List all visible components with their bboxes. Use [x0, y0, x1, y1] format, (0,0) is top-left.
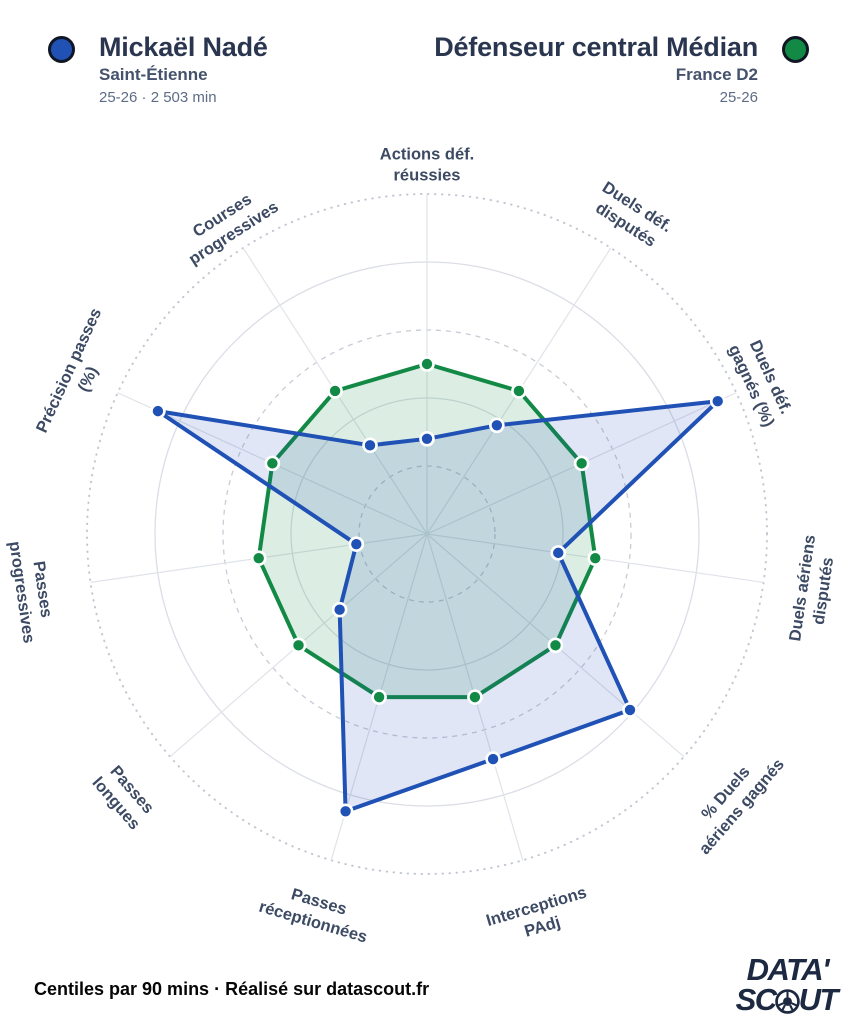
axis-label: % Duelsaériens gagnés — [680, 742, 788, 858]
axis-label: Duels aériensdisputés — [786, 534, 840, 646]
series-area — [157, 401, 718, 812]
data-point — [290, 637, 307, 654]
axis-label: Coursesprogressives — [174, 180, 282, 268]
data-point — [331, 601, 348, 618]
logo-line2: SC UT — [735, 981, 839, 1017]
axis-label: Actions déf. réussies — [380, 146, 474, 185]
data-point — [264, 455, 281, 472]
axis-label: Passesprogressives — [5, 537, 58, 644]
data-point — [362, 437, 378, 454]
datascout-logo: DATA' SC UT — [735, 952, 839, 1017]
soccer-ball-icon — [774, 988, 800, 1014]
data-point — [419, 430, 435, 447]
player-season-minutes: 25-26 · 2 503 min — [99, 89, 217, 107]
data-point — [573, 455, 590, 472]
reference-name: Défenseur central Médian — [434, 32, 758, 62]
data-point — [371, 689, 387, 705]
grid-ring-100 — [86, 193, 768, 875]
player-team: Saint-Étienne — [99, 65, 208, 85]
logo-line1: DATA' — [746, 952, 830, 988]
data-point — [467, 689, 483, 705]
player-block: Mickaël Nadé Saint-Étienne 25-26 · 2 503… — [48, 33, 268, 106]
reference-season: 25-26 — [719, 89, 758, 107]
data-point — [547, 637, 564, 654]
player-legend-dot — [48, 36, 75, 63]
axis-label: Duels déf.gagnés (%) — [725, 333, 797, 429]
axis-label: Précision passes(%) — [33, 305, 124, 444]
data-point — [489, 417, 505, 434]
data-point — [419, 356, 435, 372]
data-point — [337, 803, 354, 820]
axis-label: InterceptionsPAdj — [484, 884, 594, 951]
data-point — [587, 550, 604, 566]
reference-league: France D2 — [675, 65, 758, 85]
data-point — [550, 545, 567, 561]
reference-block: Défenseur central Médian France D2 25-26 — [434, 33, 809, 106]
data-point — [709, 393, 726, 410]
data-point — [511, 383, 527, 399]
series-outline — [256, 362, 598, 700]
axis-label: Passeslongues — [88, 760, 159, 833]
data-point — [250, 550, 267, 566]
header: Mickaël Nadé Saint-Étienne 25-26 · 2 503… — [0, 0, 853, 106]
data-point — [485, 751, 501, 767]
footer-note: Centiles par 90 mins · Réalisé sur datas… — [34, 979, 430, 999]
series-outline — [155, 399, 720, 814]
axis-label: Passesréceptionnées — [257, 878, 375, 947]
reference-legend-dot — [782, 36, 809, 63]
grid-ring-20 — [358, 465, 496, 603]
player-name: Mickaël Nadé — [99, 32, 268, 62]
data-point — [327, 383, 343, 399]
data-point — [348, 536, 365, 552]
data-point — [622, 702, 638, 718]
data-point — [150, 403, 166, 419]
